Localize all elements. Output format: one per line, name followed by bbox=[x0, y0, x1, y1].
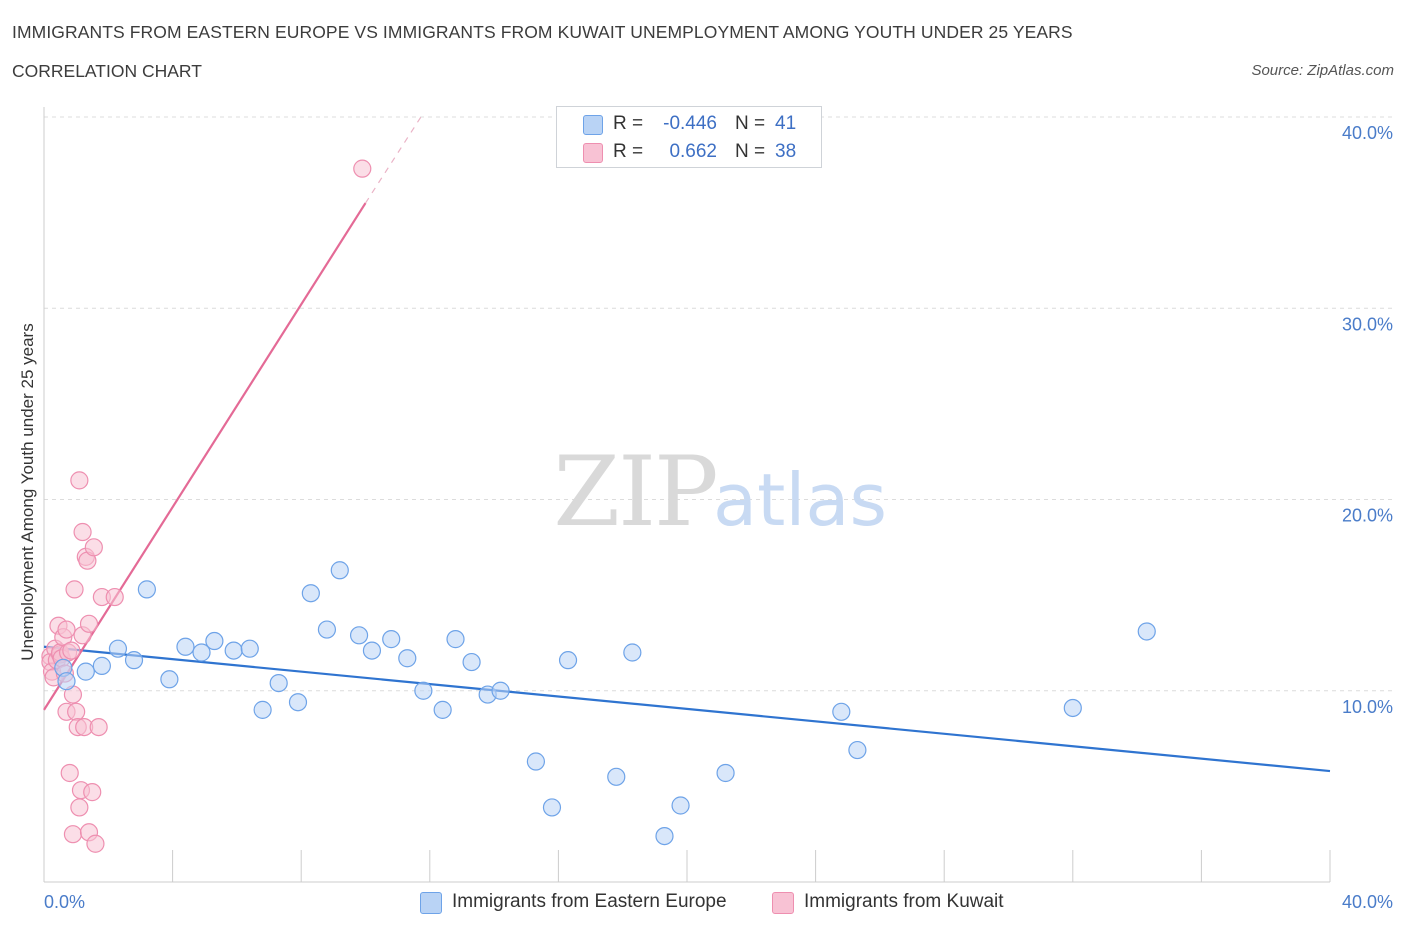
legend-n-label: N = bbox=[735, 113, 766, 134]
data-point-kuwait bbox=[89, 717, 108, 737]
legend-row-eastern-europe: R = -0.446 N = 41 bbox=[557, 111, 821, 137]
data-point-eastern-europe bbox=[176, 637, 195, 656]
data-point-eastern-europe bbox=[301, 584, 320, 603]
chart-subtitle: CORRELATION CHART bbox=[12, 61, 202, 81]
data-point-eastern-europe bbox=[160, 670, 179, 689]
legend-label: Immigrants from Eastern Europe bbox=[452, 891, 727, 912]
legend-r-label: R = bbox=[613, 141, 644, 162]
data-point-eastern-europe bbox=[398, 649, 417, 668]
data-point-eastern-europe bbox=[446, 630, 465, 649]
data-point-eastern-europe bbox=[349, 626, 369, 645]
data-point-eastern-europe bbox=[462, 652, 481, 672]
data-point-eastern-europe bbox=[362, 641, 382, 660]
data-point-kuwait bbox=[63, 825, 83, 844]
legend-label: Immigrants from Kuwait bbox=[804, 891, 1004, 912]
data-point-eastern-europe bbox=[607, 767, 626, 786]
data-point-kuwait bbox=[70, 798, 89, 817]
data-point-eastern-europe bbox=[433, 700, 452, 719]
data-point-kuwait bbox=[65, 580, 84, 599]
data-points bbox=[41, 159, 1156, 853]
data-point-eastern-europe bbox=[1063, 698, 1082, 718]
y-tick-label: 40.0% bbox=[1342, 123, 1393, 143]
data-point-eastern-europe bbox=[832, 702, 851, 721]
data-point-kuwait bbox=[67, 702, 86, 721]
legend-row-kuwait: R = 0.662 N = 38 bbox=[557, 139, 821, 165]
data-point-kuwait bbox=[73, 522, 92, 542]
y-tick-label: 20.0% bbox=[1342, 506, 1393, 526]
data-point-kuwait bbox=[60, 763, 79, 783]
data-point-eastern-europe bbox=[205, 631, 224, 651]
legend-n-value: 38 bbox=[775, 141, 797, 162]
data-point-eastern-europe bbox=[253, 700, 272, 719]
data-point-eastern-europe bbox=[192, 643, 211, 662]
data-point-eastern-europe bbox=[330, 561, 349, 580]
y-tick-label: 30.0% bbox=[1342, 314, 1393, 334]
data-point-kuwait bbox=[86, 834, 105, 853]
axes bbox=[43, 107, 1331, 883]
data-point-eastern-europe bbox=[671, 796, 690, 815]
legend-swatch-pink bbox=[583, 143, 603, 163]
data-point-eastern-europe bbox=[57, 672, 76, 691]
data-point-eastern-europe bbox=[558, 651, 578, 670]
trend-line-eastern-europe bbox=[43, 645, 1331, 773]
source-label: Source: ZipAtlas.com bbox=[1251, 62, 1394, 79]
watermark: ZIP atlas bbox=[553, 436, 887, 548]
data-point-kuwait bbox=[105, 587, 124, 607]
data-point-eastern-europe bbox=[1137, 622, 1156, 641]
data-point-kuwait bbox=[79, 614, 99, 633]
data-point-eastern-europe bbox=[542, 798, 562, 817]
legend-r-label: R = bbox=[613, 113, 644, 134]
data-point-eastern-europe bbox=[382, 630, 401, 649]
legend-swatch-blue bbox=[583, 115, 603, 135]
data-point-eastern-europe bbox=[317, 620, 337, 639]
data-point-eastern-europe bbox=[491, 681, 510, 700]
legend-r-value: 0.662 bbox=[669, 141, 717, 162]
watermark-atlas: atlas bbox=[713, 458, 887, 542]
legend-swatch-pink bbox=[772, 892, 794, 914]
chart-title: IMMIGRANTS FROM EASTERN EUROPE VS IMMIGR… bbox=[12, 22, 1073, 42]
data-point-eastern-europe bbox=[716, 763, 735, 783]
data-point-kuwait bbox=[83, 783, 102, 802]
data-point-eastern-europe bbox=[526, 752, 545, 771]
data-point-eastern-europe bbox=[414, 681, 433, 700]
data-point-kuwait bbox=[57, 620, 76, 639]
x-tick-label: 40.0% bbox=[1342, 892, 1393, 912]
data-point-eastern-europe bbox=[124, 651, 144, 670]
data-point-eastern-europe bbox=[288, 693, 308, 712]
data-point-eastern-europe bbox=[224, 641, 243, 660]
data-point-eastern-europe bbox=[623, 643, 642, 662]
legend-r-value: -0.446 bbox=[663, 113, 717, 134]
data-point-eastern-europe bbox=[848, 740, 867, 760]
data-point-eastern-europe bbox=[269, 673, 288, 693]
axis-labels: 10.0% 20.0% 30.0% 40.0% 0.0% 40.0% Unemploymen… bbox=[18, 123, 1393, 912]
legend-swatch-blue bbox=[420, 892, 442, 914]
y-tick-label: 10.0% bbox=[1342, 697, 1393, 717]
data-point-kuwait bbox=[353, 159, 372, 178]
data-point-eastern-europe bbox=[137, 580, 156, 599]
x-tick-label: 0.0% bbox=[44, 892, 85, 912]
trend-line-kuwait-extension bbox=[364, 112, 424, 204]
data-point-kuwait bbox=[70, 471, 89, 490]
data-point-eastern-europe bbox=[76, 662, 95, 681]
data-point-kuwait bbox=[62, 641, 81, 660]
data-point-eastern-europe bbox=[655, 826, 674, 846]
data-point-kuwait bbox=[84, 538, 103, 557]
y-axis-label: Unemployment Among Youth under 25 years bbox=[18, 323, 37, 660]
data-point-eastern-europe bbox=[240, 639, 259, 658]
data-point-eastern-europe bbox=[92, 656, 111, 675]
trend-line-kuwait bbox=[43, 202, 367, 711]
stats-legend: R = -0.446 N = 41 R = 0.662 N = 38 bbox=[556, 106, 822, 168]
legend-n-value: 41 bbox=[775, 113, 797, 134]
legend-n-label: N = bbox=[735, 141, 766, 162]
watermark-zip: ZIP bbox=[553, 436, 716, 548]
series-legend: Immigrants from Eastern Europe Immigrant… bbox=[0, 890, 1406, 916]
data-point-eastern-europe bbox=[108, 639, 128, 658]
grid-lines bbox=[44, 116, 1394, 692]
